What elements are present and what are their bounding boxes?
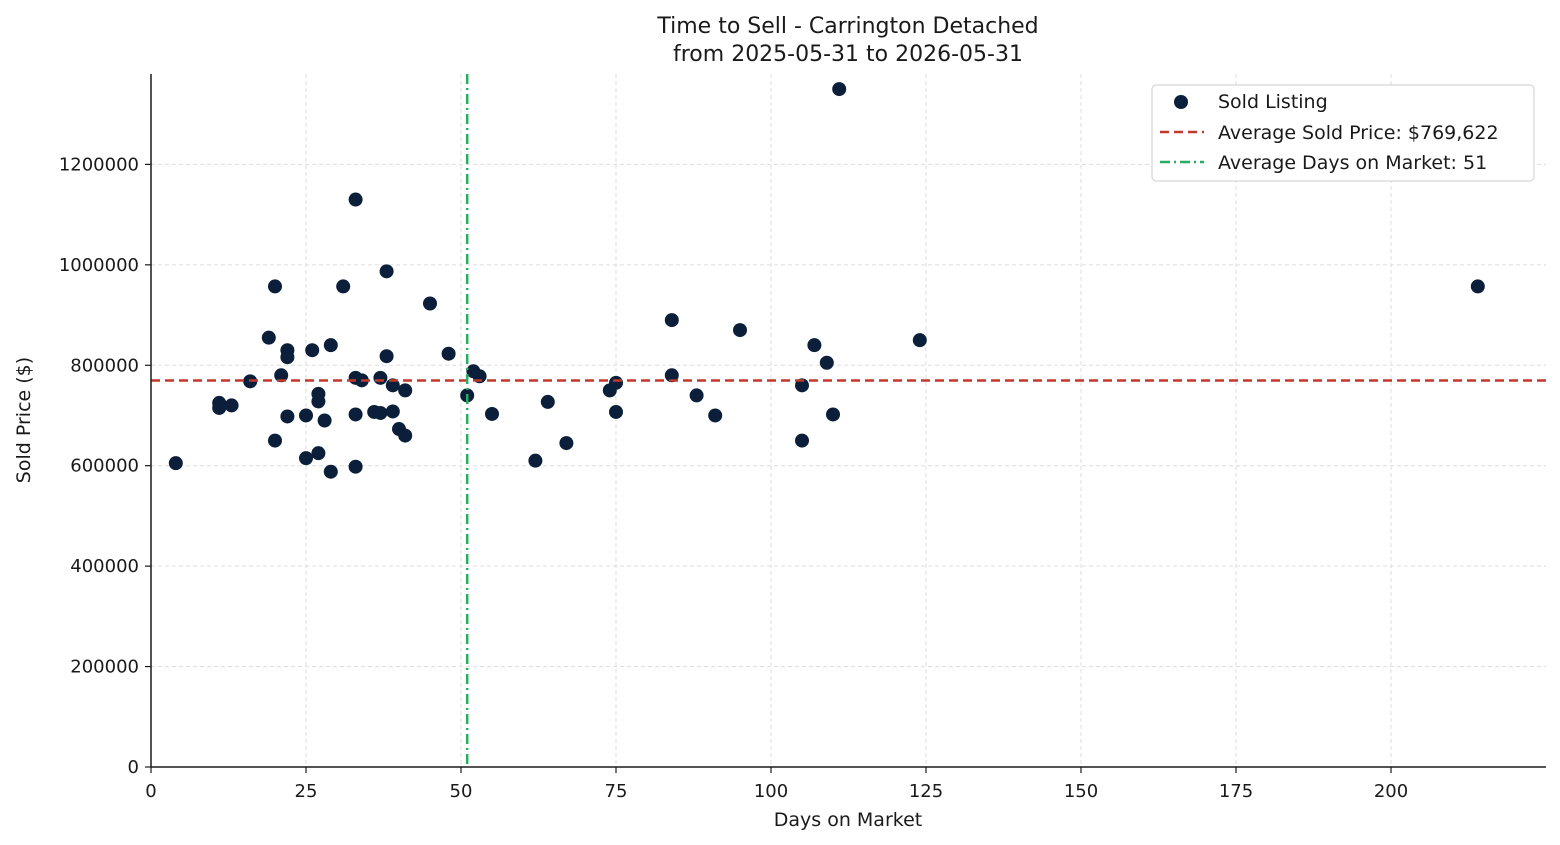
x-tick-label: 175 bbox=[1219, 781, 1253, 802]
y-tick-label: 400000 bbox=[70, 556, 139, 577]
data-point bbox=[348, 192, 363, 207]
x-axis-label: Days on Market bbox=[774, 809, 922, 831]
data-point bbox=[348, 407, 363, 422]
data-point bbox=[385, 378, 400, 393]
legend: Sold Listing Average Sold Price: $769,62… bbox=[1151, 84, 1535, 182]
ticks: 0 25 50 75 100 125 150 175 200 0 200000 400000 60000… bbox=[59, 154, 1408, 802]
data-point bbox=[373, 405, 388, 420]
data-point bbox=[261, 330, 276, 345]
data-point bbox=[305, 343, 320, 358]
data-point bbox=[540, 394, 555, 409]
x-tick-label: 200 bbox=[1374, 781, 1408, 802]
data-point bbox=[336, 279, 351, 294]
y-tick-label: 600000 bbox=[70, 456, 139, 477]
data-point bbox=[819, 355, 834, 370]
x-tick-label: 25 bbox=[295, 781, 318, 802]
data-point bbox=[379, 264, 394, 279]
legend-marker-sold-listing bbox=[1174, 95, 1188, 109]
data-point bbox=[379, 349, 394, 364]
data-point bbox=[1470, 279, 1485, 294]
data-point bbox=[398, 383, 413, 398]
data-point bbox=[224, 398, 239, 413]
data-point bbox=[168, 456, 183, 471]
x-tick-label: 75 bbox=[605, 781, 628, 802]
data-point bbox=[348, 459, 363, 474]
data-point bbox=[280, 409, 295, 424]
data-point bbox=[299, 451, 313, 466]
data-point bbox=[826, 407, 840, 422]
data-point bbox=[423, 296, 437, 311]
data-point bbox=[664, 368, 679, 383]
data-point bbox=[274, 368, 289, 383]
data-point bbox=[795, 433, 809, 448]
data-point bbox=[323, 464, 338, 479]
legend-label-avg-price: Average Sold Price: $769,622 bbox=[1218, 122, 1499, 144]
data-point bbox=[485, 406, 499, 421]
data-point bbox=[609, 375, 623, 390]
data-points bbox=[168, 82, 1485, 479]
data-point bbox=[807, 338, 822, 353]
data-point bbox=[528, 453, 543, 468]
data-point bbox=[373, 370, 388, 385]
data-point bbox=[733, 323, 747, 338]
data-point bbox=[317, 413, 332, 428]
legend-label-sold-listing: Sold Listing bbox=[1218, 91, 1328, 113]
x-tick-label: 100 bbox=[754, 781, 788, 802]
data-point bbox=[609, 404, 623, 419]
data-point bbox=[441, 346, 456, 361]
x-tick-label: 125 bbox=[909, 781, 943, 802]
data-point bbox=[280, 350, 295, 365]
data-point bbox=[689, 388, 704, 403]
y-tick-label: 200000 bbox=[70, 657, 139, 678]
x-tick-label: 0 bbox=[145, 781, 156, 802]
y-tick-label: 1000000 bbox=[59, 255, 139, 276]
y-tick-label: 1200000 bbox=[59, 154, 139, 175]
chart-subtitle: from 2025-05-31 to 2026-05-31 bbox=[673, 42, 1023, 67]
legend-label-avg-days: Average Days on Market: 51 bbox=[1218, 152, 1487, 174]
data-point bbox=[708, 408, 723, 423]
data-point bbox=[795, 378, 809, 393]
x-tick-label: 50 bbox=[450, 781, 473, 802]
data-point bbox=[398, 428, 413, 443]
chart-title: Time to Sell - Carrington Detached bbox=[656, 14, 1038, 39]
data-point bbox=[559, 436, 574, 451]
data-point bbox=[385, 404, 400, 419]
y-tick-label: 0 bbox=[128, 757, 139, 778]
data-point bbox=[323, 338, 338, 353]
y-tick-label: 800000 bbox=[70, 355, 139, 376]
axes bbox=[150, 74, 1546, 768]
data-point bbox=[299, 408, 313, 423]
data-point bbox=[268, 433, 282, 448]
legend-box bbox=[1151, 84, 1535, 182]
data-point bbox=[212, 400, 227, 415]
y-axis-label: Sold Price ($) bbox=[13, 357, 35, 483]
x-tick-label: 150 bbox=[1064, 781, 1098, 802]
reference-lines bbox=[151, 74, 1546, 767]
data-point bbox=[832, 82, 847, 97]
data-point bbox=[311, 394, 326, 409]
data-point bbox=[311, 446, 326, 461]
data-point bbox=[268, 279, 282, 294]
data-point bbox=[912, 333, 927, 348]
data-point bbox=[664, 313, 679, 328]
